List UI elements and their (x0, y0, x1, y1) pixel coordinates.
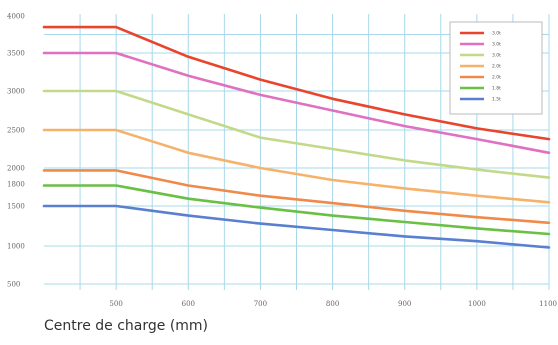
x-tick-label: 1000 (468, 300, 486, 308)
y-tick-label: 4000 (7, 13, 25, 21)
legend-label: 2.0t (492, 64, 501, 70)
series-line-4 (42, 128, 551, 204)
y-tick-label: 500 (7, 281, 20, 289)
legend: 3.0t 3.0t 3.0t 2.0t 2.0t 1.8t 1.5t (460, 31, 501, 103)
legend-label: 1.5t (492, 97, 501, 103)
legend-label: 3.0t (492, 53, 501, 59)
x-tick-label: 700 (254, 300, 267, 308)
x-tick-label: 600 (182, 300, 195, 308)
legend-label: 1.8t (492, 86, 501, 92)
y-tick-label: 1000 (7, 243, 25, 251)
y-tick-label: 3000 (7, 88, 25, 96)
series-layer (42, 25, 551, 249)
legend-label: 3.0t (492, 42, 501, 48)
x-tick-label: 800 (326, 300, 339, 308)
x-axis-label: Centre de charge (mm) (44, 318, 209, 334)
legend-label: 2.0t (492, 75, 501, 81)
y-tick-label: 1500 (7, 203, 25, 211)
x-tick-label: 500 (109, 300, 122, 308)
series-line-5 (42, 169, 551, 225)
legend-label: 3.0t (492, 31, 501, 37)
series-line-3 (42, 89, 551, 179)
y-tick-label: 2000 (7, 165, 25, 173)
series-line-2 (42, 51, 551, 155)
series-line-1 (42, 25, 551, 141)
series-line-6 (42, 184, 551, 236)
y-tick-label: 1800 (7, 181, 25, 189)
load-chart: 4000 3500 3000 2500 2000 1800 1500 1000 500 500 60… (7, 13, 557, 309)
y-tick-label: 3500 (7, 50, 25, 58)
axis-tick-labels: 4000 3500 3000 2500 2000 1800 1500 1000 500 500 60… (7, 13, 557, 309)
x-tick-label: 1100 (539, 300, 557, 308)
series-line-7 (42, 204, 551, 249)
x-tick-label: 900 (398, 300, 411, 308)
y-tick-label: 2500 (7, 127, 25, 135)
